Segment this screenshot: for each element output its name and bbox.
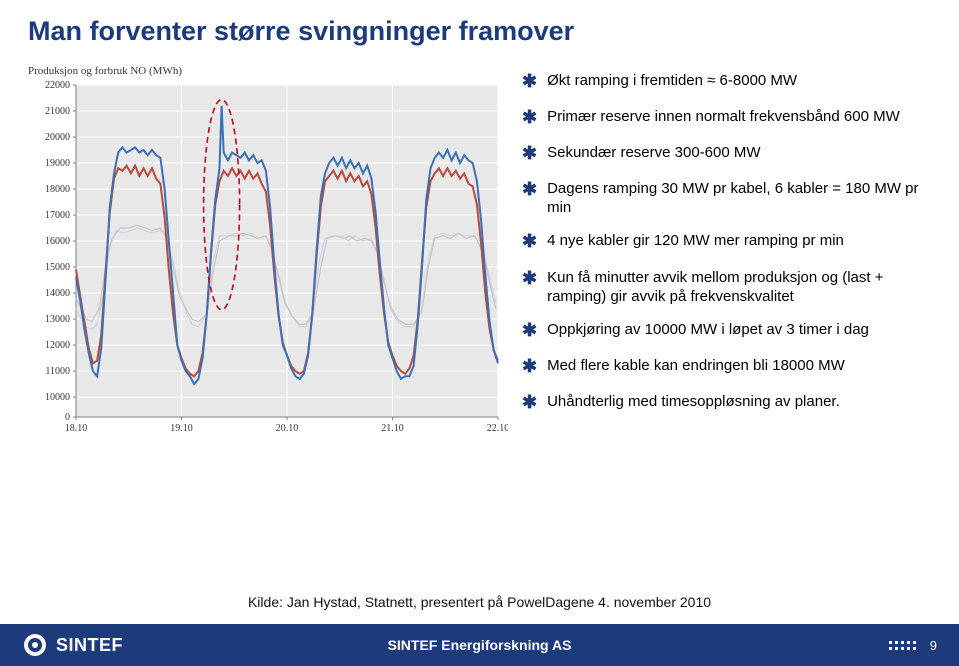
asterisk-icon: ✱ <box>522 230 537 253</box>
chart-area: Produksjon og forbruk NO (MWh) 0 10000 110… <box>28 65 508 441</box>
asterisk-icon: ✱ <box>522 178 537 201</box>
bullet-text: Med flere kable kan endringen bli 18000 … <box>547 356 845 375</box>
chart-ylabel: Produksjon og forbruk NO (MWh) <box>28 65 508 77</box>
svg-text:21.10: 21.10 <box>381 423 404 434</box>
bullet-item: ✱ Uhåndterlig med timesoppløsning av plan… <box>522 392 931 414</box>
asterisk-icon: ✱ <box>522 319 537 342</box>
asterisk-icon: ✱ <box>522 70 537 93</box>
bullet-item: ✱ Oppkjøring av 10000 MW i løpet av 3 tim… <box>522 320 931 342</box>
asterisk-icon: ✱ <box>522 267 537 290</box>
source-line: Kilde: Jan Hystad, Statnett, presentert … <box>0 594 959 610</box>
asterisk-icon: ✱ <box>522 142 537 165</box>
bullet-text: Økt ramping i fremtiden ≈ 6-8000 MW <box>547 71 797 90</box>
bullet-text: Primær reserve innen normalt frekvensbån… <box>547 107 900 126</box>
bullet-text: Dagens ramping 30 MW pr kabel, 6 kabler … <box>547 179 931 217</box>
svg-text:16000: 16000 <box>45 236 70 247</box>
asterisk-icon: ✱ <box>522 391 537 414</box>
bullet-item: ✱ 4 nye kabler gir 120 MW mer ramping pr … <box>522 231 931 253</box>
page-number: 9 <box>930 638 937 653</box>
svg-text:22.10: 22.10 <box>487 423 508 434</box>
bullet-list: ✱ Økt ramping i fremtiden ≈ 6-8000 MW ✱ Pri… <box>522 65 931 441</box>
bullet-text: Oppkjøring av 10000 MW i løpet av 3 time… <box>547 320 869 339</box>
svg-text:19000: 19000 <box>45 158 70 169</box>
svg-text:22000: 22000 <box>45 80 70 91</box>
bullet-item: ✱ Dagens ramping 30 MW pr kabel, 6 kabler… <box>522 179 931 217</box>
bullet-text: Sekundær reserve 300-600 MW <box>547 143 760 162</box>
footer-center: SINTEF Energiforskning AS <box>388 637 572 653</box>
bullet-item: ✱ Primær reserve innen normalt frekvensbå… <box>522 107 931 129</box>
svg-text:14000: 14000 <box>45 288 70 299</box>
bullet-item: ✱ Kun få minutter avvik mellom produksjon… <box>522 268 931 306</box>
asterisk-icon: ✱ <box>522 106 537 129</box>
dot-grid-icon <box>889 641 916 650</box>
svg-text:19.10: 19.10 <box>170 423 193 434</box>
bullet-text: Kun få minutter avvik mellom produksjon … <box>547 268 931 306</box>
footer-left: SINTEF <box>22 632 123 658</box>
svg-text:13000: 13000 <box>45 314 70 325</box>
content-row: Produksjon og forbruk NO (MWh) 0 10000 110… <box>0 47 959 441</box>
bullet-item: ✱ Økt ramping i fremtiden ≈ 6-8000 MW <box>522 71 931 93</box>
svg-text:18.10: 18.10 <box>65 423 88 434</box>
bullet-text: Uhåndterlig med timesoppløsning av plane… <box>547 392 840 411</box>
bullet-item: ✱ Sekundær reserve 300-600 MW <box>522 143 931 165</box>
page-title: Man forventer større svingninger framove… <box>0 0 959 47</box>
svg-text:18000: 18000 <box>45 184 70 195</box>
svg-text:20000: 20000 <box>45 132 70 143</box>
svg-text:20.10: 20.10 <box>276 423 299 434</box>
sintef-logo-text: SINTEF <box>56 635 123 656</box>
svg-text:12000: 12000 <box>45 340 70 351</box>
asterisk-icon: ✱ <box>522 355 537 378</box>
svg-text:17000: 17000 <box>45 210 70 221</box>
svg-text:11000: 11000 <box>45 366 70 377</box>
svg-text:0: 0 <box>65 412 70 423</box>
bullet-text: 4 nye kabler gir 120 MW mer ramping pr m… <box>547 231 844 250</box>
svg-text:21000: 21000 <box>45 106 70 117</box>
svg-text:10000: 10000 <box>45 392 70 403</box>
footer-right: 9 <box>889 638 937 653</box>
bullet-item: ✱ Med flere kable kan endringen bli 18000… <box>522 356 931 378</box>
svg-text:15000: 15000 <box>45 262 70 273</box>
line-chart: 0 10000 11000 12000 13000 14000 15000 16000 1700… <box>28 79 508 441</box>
sintef-disc-icon <box>22 632 48 658</box>
footer-bar: SINTEF SINTEF Energiforskning AS 9 <box>0 624 959 666</box>
